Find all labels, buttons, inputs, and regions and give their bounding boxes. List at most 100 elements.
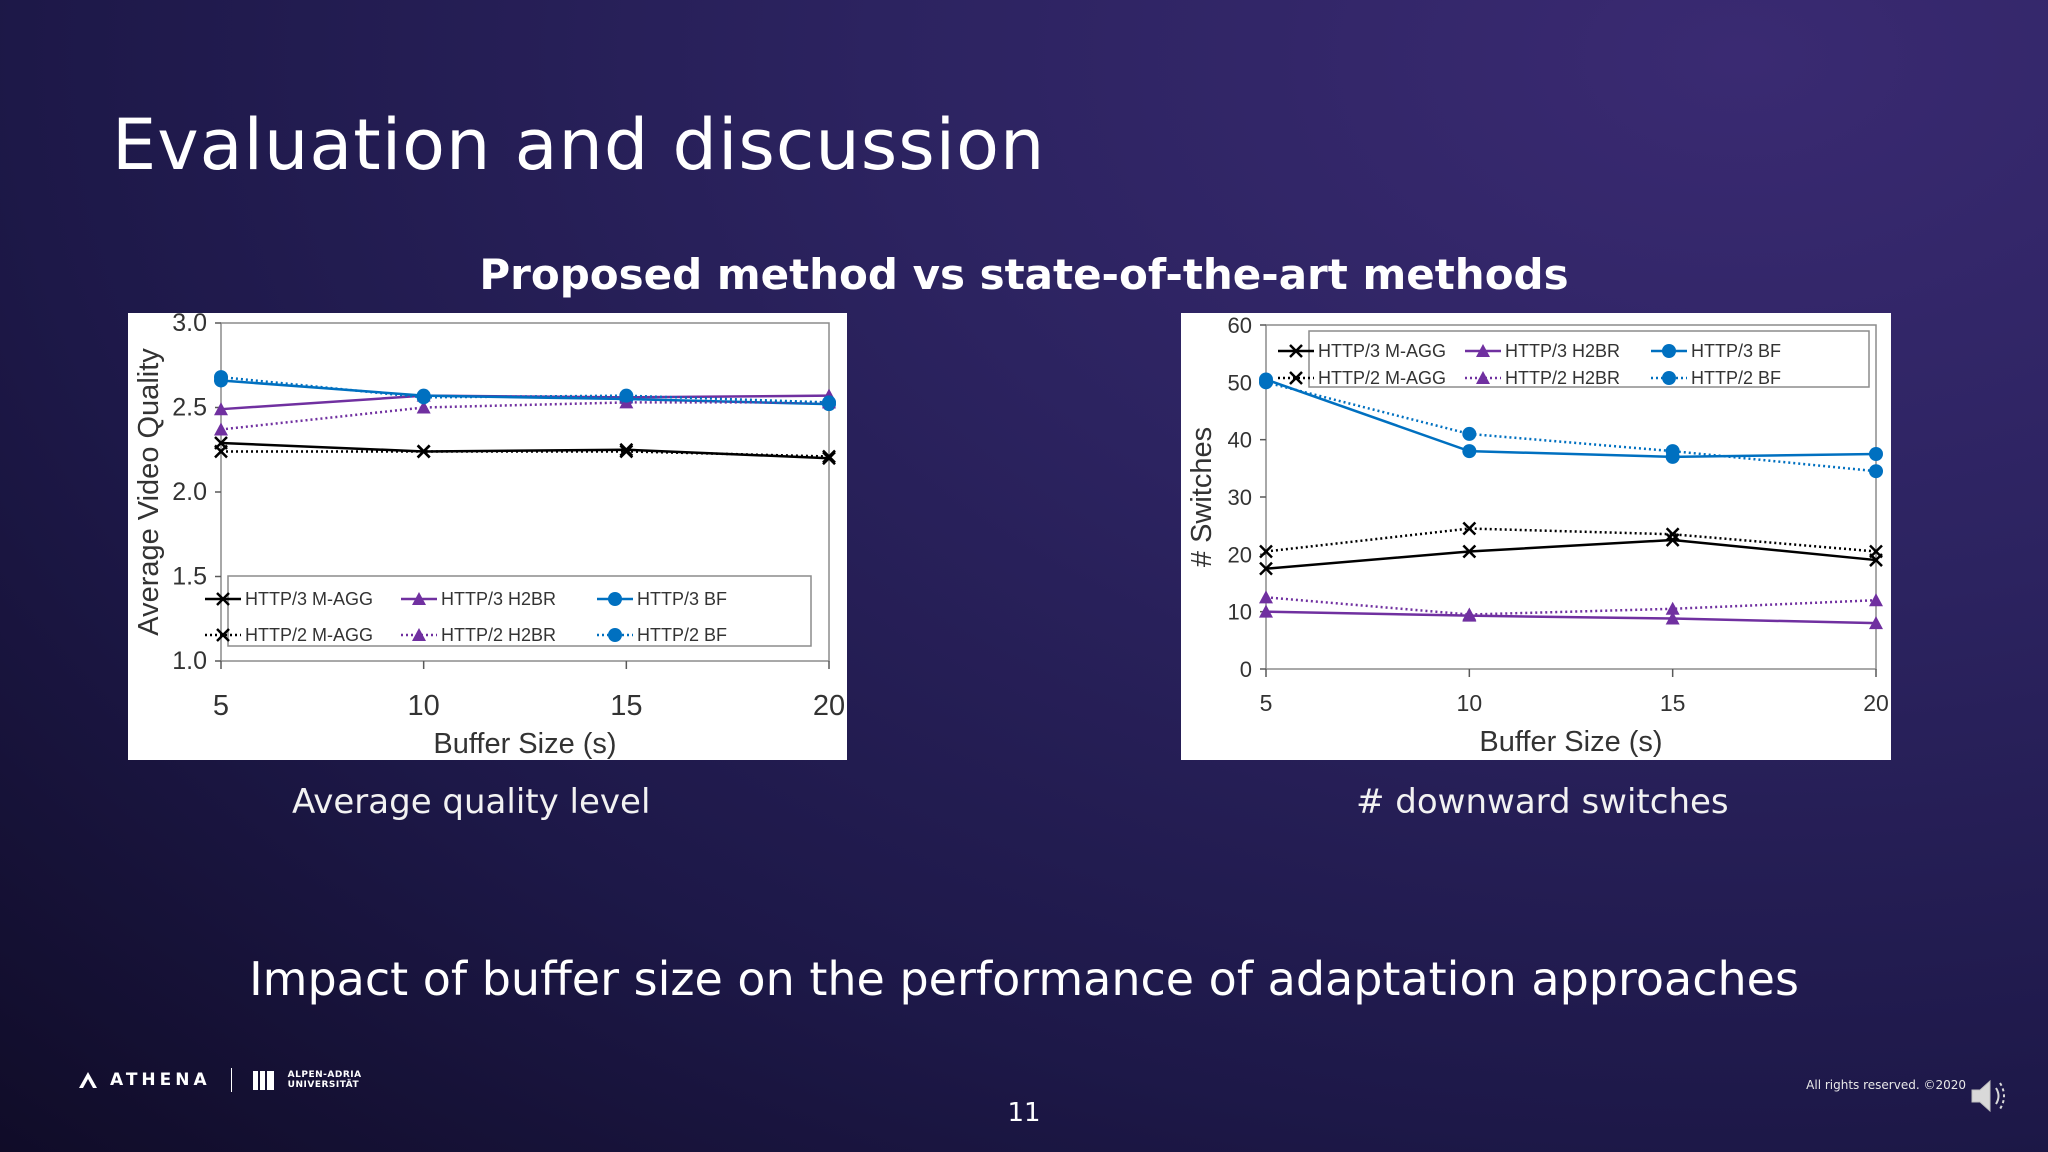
series-line-4 <box>1265 596 1877 616</box>
legend-marker <box>1289 344 1303 358</box>
data-point-0-0-stroke <box>1259 561 1273 576</box>
slide-subtitle: Proposed method vs state-of-the-art meth… <box>479 250 1569 299</box>
data-point-4-0 <box>1259 590 1273 604</box>
series-line-2 <box>220 379 830 406</box>
y-tick-label: 60 <box>1228 313 1252 338</box>
legend-label: HTTP/3 BF <box>1691 341 1781 361</box>
y-tick-label: 1.5 <box>172 563 207 591</box>
data-point-0-2-stroke <box>1665 533 1680 547</box>
data-point-0-2 <box>1665 533 1680 547</box>
page-number: 11 <box>1007 1098 1041 1128</box>
legend-marker <box>1476 344 1490 357</box>
legend-marker <box>1662 371 1676 385</box>
legend-box <box>227 575 812 647</box>
series-line-3 <box>1265 527 1877 553</box>
data-point-3-0 <box>214 444 228 459</box>
y-tick-label: 10 <box>1228 600 1252 625</box>
data-point-4-1 <box>1462 607 1477 621</box>
data-point-5-3 <box>822 395 836 410</box>
data-point-3-2-stroke <box>1665 527 1680 542</box>
y-tick-label: 20 <box>1228 542 1252 567</box>
speaker-icon[interactable] <box>1970 1076 2014 1116</box>
quality-chart: 1.0 1.5 2.0 2.5 3.0 5 10 15 20 Buffer Size (s) Ave… <box>133 313 845 760</box>
data-point-3-3 <box>1869 544 1883 559</box>
legend-marker-stroke <box>1289 371 1303 385</box>
x-tick-label: 20 <box>1863 690 1889 716</box>
data-point-4-1 <box>416 400 431 414</box>
y-tick-label: 3.0 <box>172 313 207 337</box>
data-point-5-1 <box>1462 426 1477 441</box>
logo-divider <box>230 1068 232 1092</box>
data-point-3-1 <box>1462 521 1477 536</box>
legend-label: HTTP/3 BF <box>637 589 727 609</box>
series-line-5 <box>220 375 830 404</box>
legend-marker <box>1476 371 1490 384</box>
university-logo-icon <box>252 1071 274 1090</box>
athena-logo-icon <box>79 1072 97 1088</box>
data-point-4-3 <box>1869 593 1883 607</box>
y-tick-label: 2.5 <box>172 394 207 422</box>
legend-label: HTTP/2 BF <box>637 625 727 645</box>
legend-marker-stroke <box>216 628 230 642</box>
legend-label: HTTP/2 H2BR <box>441 625 556 645</box>
legend-marker <box>608 628 622 642</box>
x-axis-label: Buffer Size (s) <box>1479 726 1662 758</box>
y-tick-label: 50 <box>1228 370 1252 395</box>
bottom-statement: Impact of buffer size on the performance… <box>249 952 1799 1006</box>
legend-marker-stroke <box>216 592 230 606</box>
data-point-1-3 <box>1869 616 1883 630</box>
university-logo-text: ALPEN-ADRIA UNIVERSITÄT <box>288 1070 362 1090</box>
data-point-0-1-stroke <box>1462 544 1477 559</box>
data-point-2-1 <box>1462 444 1477 459</box>
y-tick-label: 2.0 <box>172 478 207 506</box>
data-point-5-0 <box>214 370 228 385</box>
quality-caption: Average quality level <box>292 782 651 822</box>
x-tick-label: 20 <box>813 690 845 722</box>
switches-chart-panel: 0 10 20 30 40 50 60 5 10 15 20 Buffer Size (s) # Swi… <box>1181 313 1891 760</box>
series-line-3 <box>221 450 830 458</box>
data-point-3-3-stroke <box>1869 544 1883 559</box>
copyright-notice: All rights reserved. ©2020 <box>1806 1078 1966 1092</box>
legend-label: HTTP/3 H2BR <box>1505 341 1620 361</box>
legend-marker <box>1289 371 1303 385</box>
series-line-5 <box>1265 381 1877 473</box>
legend-marker <box>216 592 230 606</box>
series-line-0 <box>1265 538 1877 570</box>
data-point-3-1-stroke <box>1462 521 1477 536</box>
x-tick-label: 10 <box>408 690 440 722</box>
data-point-3-0-stroke <box>1259 544 1273 559</box>
data-point-3-2-stroke <box>619 444 634 459</box>
data-point-3-0-stroke <box>214 444 228 459</box>
data-point-1-2 <box>1665 611 1680 625</box>
data-point-3-1-stroke <box>416 444 431 459</box>
slide-title: Evaluation and discussion <box>112 104 1046 186</box>
university-line-1: ALPEN-ADRIA <box>287 1070 362 1080</box>
x-tick-label: 5 <box>1260 690 1273 716</box>
footer-logos: ATHENA ALPEN-ADRIA UNIVERSITÄT <box>78 1068 362 1092</box>
data-point-5-0 <box>1259 375 1273 390</box>
data-point-5-3 <box>1869 464 1883 479</box>
data-point-4-0 <box>214 422 228 436</box>
data-point-3-3 <box>822 449 836 464</box>
legend-marker <box>216 628 230 642</box>
legend-marker-stroke <box>1289 344 1303 358</box>
x-axis-label: Buffer Size (s) <box>433 728 616 760</box>
y-tick-label: 1.0 <box>172 647 207 675</box>
y-tick-label: 40 <box>1228 428 1252 453</box>
data-point-3-2 <box>619 444 634 459</box>
legend-label: HTTP/3 M-AGG <box>1318 341 1446 361</box>
legend-label: HTTP/2 BF <box>1691 368 1781 388</box>
legend-box <box>1308 330 1870 388</box>
data-point-1-0 <box>1259 604 1273 618</box>
quality-chart-panel: 1.0 1.5 2.0 2.5 3.0 5 10 15 20 Buffer Size (s) Ave… <box>128 313 847 760</box>
data-point-0-0 <box>1259 561 1273 576</box>
x-tick-label: 5 <box>213 690 229 722</box>
y-tick-label: 30 <box>1228 485 1252 510</box>
data-point-3-3-stroke <box>822 449 836 464</box>
legend-label: HTTP/3 M-AGG <box>245 589 373 609</box>
y-axis-label: # Switches <box>1186 427 1218 567</box>
series-line-4 <box>220 401 829 431</box>
switches-caption: # downward switches <box>1356 782 1729 822</box>
y-tick-label: 0 <box>1240 657 1252 682</box>
legend-label: HTTP/2 H2BR <box>1505 368 1620 388</box>
